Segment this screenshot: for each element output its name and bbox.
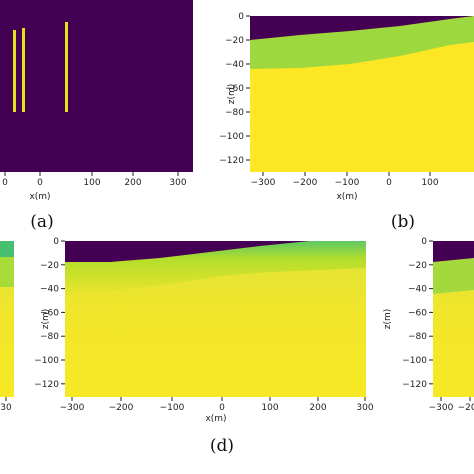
panel-d: −300 −200 −100 0 100 200 300 0 −20 −40 −60 −80 −100… [34, 237, 374, 456]
x-tick-label: 30 [0, 403, 12, 413]
y-tick-label: −40 [40, 285, 59, 295]
panel-d-xlabel: x(m) [205, 414, 226, 424]
y-tick-label: −20 [225, 36, 244, 46]
x-tick-label: −300 [60, 403, 85, 413]
x-tick-label: −200 [109, 403, 134, 413]
y-tick-label: −120 [402, 380, 427, 390]
x-tick-label: −200 [458, 403, 474, 413]
panel-d-caption: (d) [210, 436, 234, 456]
y-tick-label: −100 [219, 132, 244, 142]
y-tick-label: −60 [408, 308, 427, 318]
x-tick-label: 0 [386, 178, 392, 188]
panel-a-caption: (a) [30, 212, 53, 232]
y-tick-label: 0 [421, 237, 427, 247]
panel-c-top [0, 241, 14, 257]
x-tick-label: −200 [293, 178, 318, 188]
panel-b-xlabel: x(m) [336, 192, 357, 202]
x-tick-label: −100 [160, 403, 185, 413]
y-tick-label: −40 [408, 285, 427, 295]
panel-a: 0 0 100 200 300 x(m) (a) [0, 0, 193, 232]
panel-d-ylabel: z(m) [41, 309, 51, 330]
x-tick-label: 300 [356, 403, 373, 413]
y-tick-label: 0 [238, 12, 244, 22]
x-tick-label: 0 [2, 178, 8, 188]
source-line-1 [13, 30, 16, 112]
source-line-3 [65, 22, 68, 112]
panel-d-top-layer [65, 241, 366, 262]
y-tick-label: −20 [408, 261, 427, 271]
source-line-2 [22, 28, 25, 112]
panel-e-ylabel: z(m) [383, 309, 393, 330]
x-tick-label: 300 [169, 178, 186, 188]
x-tick-label: 200 [124, 178, 141, 188]
panel-b-caption: (b) [391, 212, 415, 232]
panel-c-green [0, 255, 14, 287]
panel-b: −300 −200 −100 0 100 0 −20 −40 −60 −80 −100 −120 x… [219, 12, 474, 232]
panel-e-green [433, 258, 474, 294]
x-tick-label: 100 [261, 403, 278, 413]
y-tick-label: −100 [402, 356, 427, 366]
y-tick-label: −80 [40, 332, 59, 342]
panel-a-background [0, 0, 193, 172]
y-tick-label: −60 [225, 84, 244, 94]
panel-b-ylabel: z(m) [227, 84, 237, 105]
x-tick-label: 100 [421, 178, 438, 188]
y-tick-label: −40 [225, 60, 244, 70]
panel-b-green-layer [250, 16, 474, 69]
y-tick-label: −120 [34, 380, 59, 390]
x-tick-label: 0 [219, 403, 225, 413]
panel-e-top [433, 241, 474, 262]
y-tick-label: −80 [408, 332, 427, 342]
y-tick-label: −100 [34, 356, 59, 366]
panel-b-top-layer [250, 16, 474, 40]
panel-a-xlabel: x(m) [29, 192, 50, 202]
y-tick-label: 0 [53, 237, 59, 247]
y-tick-label: −80 [225, 108, 244, 118]
panel-e-fragment: −300 −200 0 −20 −40 −60 −80 −100 −120 z(m) [383, 237, 474, 413]
x-tick-label: 0 [37, 178, 43, 188]
y-tick-label: −120 [219, 156, 244, 166]
x-tick-label: 100 [83, 178, 100, 188]
x-tick-label: −100 [335, 178, 360, 188]
x-tick-label: −300 [429, 403, 454, 413]
panel-c-fragment: 30 [0, 241, 14, 413]
y-tick-label: −20 [40, 261, 59, 271]
x-tick-label: −300 [251, 178, 276, 188]
y-tick-label: −60 [40, 308, 59, 318]
panel-d-green-layer [65, 241, 366, 294]
x-tick-label: 200 [309, 403, 326, 413]
